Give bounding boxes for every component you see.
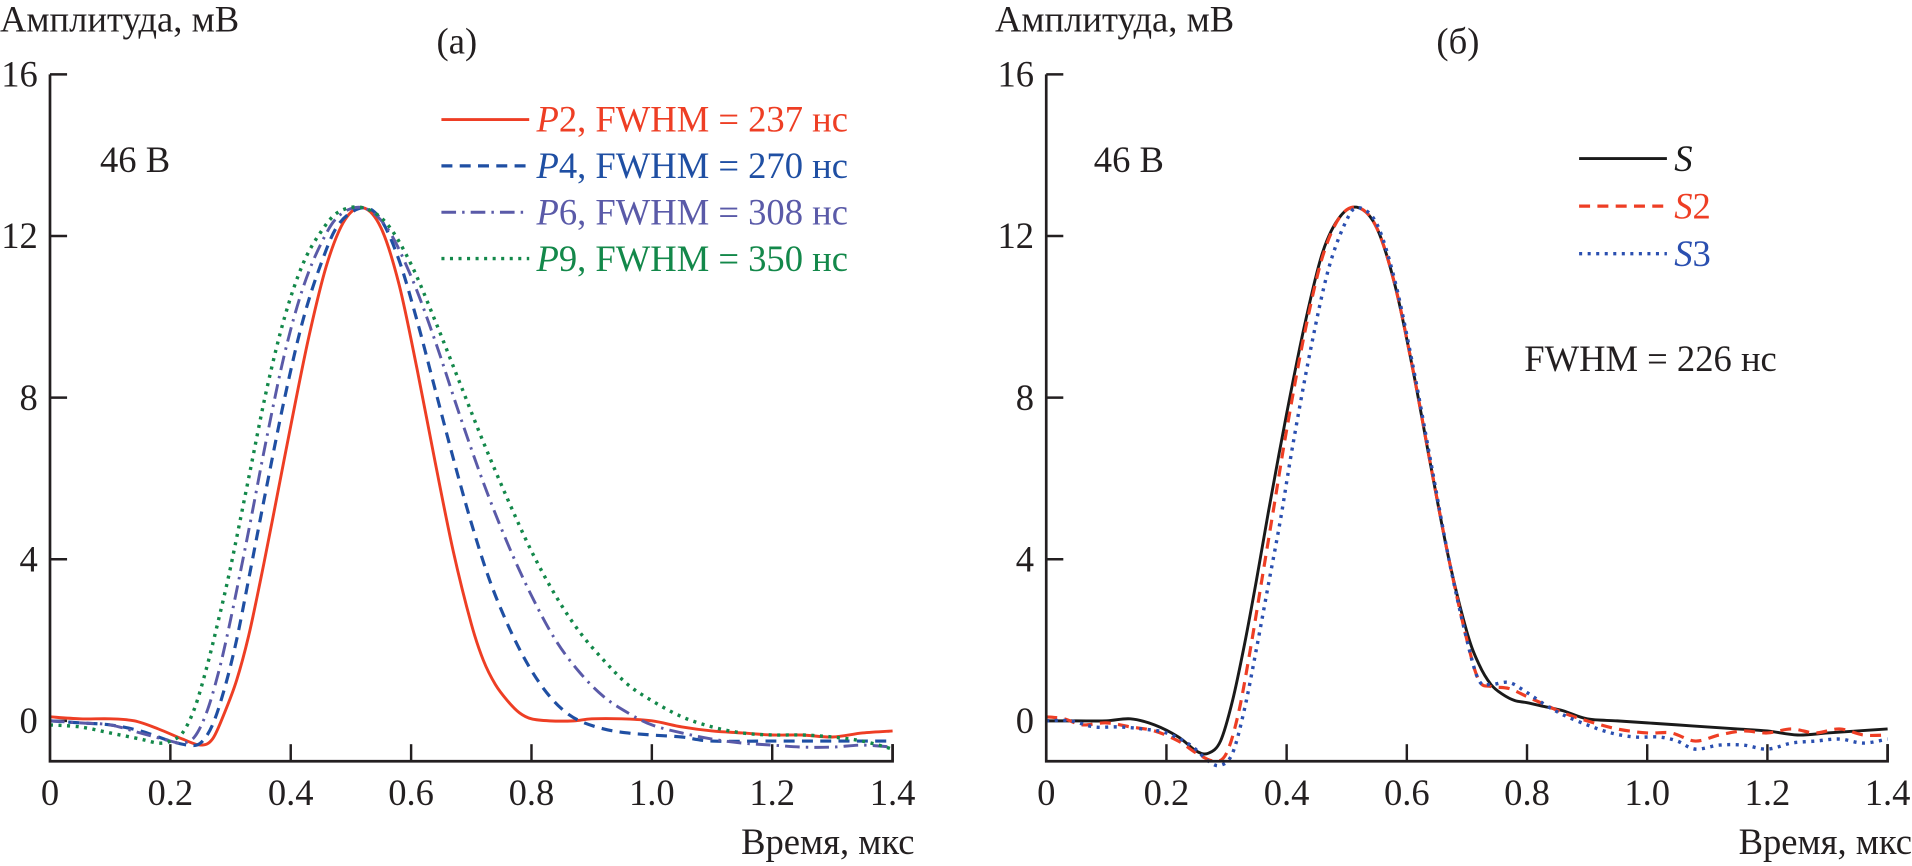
legend-label-s: S	[1674, 138, 1692, 179]
x-tick-label: 0.4	[268, 772, 314, 813]
y-tick-label: 16	[997, 54, 1034, 95]
panel-b: Амплитуда, мВ (б) 46 В FWHM = 226 нс 0 4 8…	[995, 0, 1912, 862]
x-tick-label: 0.6	[388, 772, 434, 813]
y-tick-label: 0	[1016, 700, 1034, 741]
x-tick-label: 0.8	[509, 772, 555, 813]
y-axis-title: Амплитуда, мВ	[995, 0, 1234, 40]
y-tick-label: 12	[997, 215, 1034, 256]
series-line-p9	[49, 205, 894, 751]
x-tick-label: 0.4	[1264, 772, 1310, 813]
series-line-p4	[49, 206, 893, 748]
y-tick-label: 12	[1, 215, 38, 256]
panel-label: (б)	[1436, 21, 1479, 62]
panel-a: Амплитуда, мВ (a) 46 В 0 4 8 12 16 0 0.2 0.4 0.…	[0, 0, 915, 862]
x-tick-label: 0	[41, 772, 59, 813]
x-tick-label: 0.2	[148, 772, 194, 813]
x-ticks: 0 0.2 0.4 0.6 0.8 1.0 1.2 1.4	[1037, 744, 1910, 813]
y-tick-label: 16	[1, 54, 38, 95]
x-tick-label: 1.4	[870, 772, 916, 813]
series-line-s3	[1046, 205, 1888, 768]
x-tick-label: 0.8	[1504, 772, 1550, 813]
legend-label-p6: P6, FWHM = 308 нс	[536, 191, 848, 232]
y-tick-label: 4	[20, 538, 38, 579]
panel-label: (a)	[437, 21, 478, 62]
voltage-annotation: 46 В	[1094, 139, 1164, 180]
x-tick-label: 1.2	[1745, 772, 1791, 813]
x-tick-label: 1.4	[1865, 772, 1911, 813]
x-axis-title: Время, мкс	[741, 821, 914, 862]
series-line-p6	[49, 205, 893, 749]
y-tick-label: 0	[20, 700, 38, 741]
y-tick-label: 8	[20, 377, 38, 418]
y-ticks: 0 4 8 12 16	[1, 54, 68, 741]
x-tick-label: 0	[1037, 772, 1055, 813]
x-tick-label: 1.0	[629, 772, 675, 813]
voltage-annotation: 46 В	[100, 139, 170, 180]
legend-label-p2: P2, FWHM = 237 нс	[536, 99, 848, 140]
y-tick-label: 4	[1016, 538, 1034, 579]
legend-label-s3: S3	[1674, 233, 1711, 274]
legend: P2, FWHM = 237 нс P4, FWHM = 270 нс P6, FW…	[441, 99, 848, 279]
legend-label-s2: S2	[1674, 185, 1711, 226]
series-lines	[49, 205, 894, 751]
y-ticks: 0 4 8 12 16	[997, 54, 1064, 741]
series-lines	[1046, 205, 1888, 768]
legend-label-p9: P9, FWHM = 350 нс	[536, 238, 848, 279]
axis-frame	[1044, 74, 1889, 763]
x-tick-label: 0.6	[1384, 772, 1430, 813]
x-axis-title: Время, мкс	[1739, 821, 1912, 862]
y-tick-label: 8	[1016, 377, 1034, 418]
legend-label-p4: P4, FWHM = 270 нс	[536, 145, 848, 186]
x-tick-label: 1.0	[1624, 772, 1670, 813]
series-line-p2	[49, 206, 893, 747]
x-ticks: 0 0.2 0.4 0.6 0.8 1.0 1.2 1.4	[41, 744, 916, 813]
fwhm-annotation: FWHM = 226 нс	[1524, 338, 1777, 379]
axis-frame	[48, 74, 894, 763]
y-axis-title: Амплитуда, мВ	[0, 0, 239, 40]
series-line-s	[1046, 205, 1888, 756]
x-tick-label: 0.2	[1144, 772, 1190, 813]
legend: S S2 S3	[1579, 138, 1711, 274]
series-line-s2	[1046, 205, 1888, 763]
x-tick-label: 1.2	[749, 772, 795, 813]
